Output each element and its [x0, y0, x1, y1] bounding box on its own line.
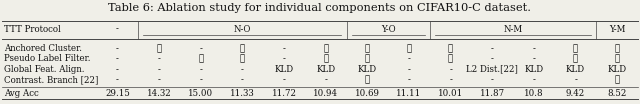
Text: Anchored Cluster.: Anchored Cluster. [4, 44, 82, 53]
Text: -: - [449, 65, 452, 74]
Text: -: - [491, 44, 493, 53]
Text: -: - [116, 25, 119, 34]
Text: -: - [157, 75, 161, 84]
Text: -: - [199, 75, 202, 84]
Text: 15.00: 15.00 [188, 89, 213, 98]
Text: N-O: N-O [234, 25, 251, 34]
Text: ✓: ✓ [365, 44, 370, 53]
Text: 14.32: 14.32 [147, 89, 172, 98]
Text: ✓: ✓ [406, 44, 412, 53]
Text: ✓: ✓ [157, 44, 162, 53]
Text: -: - [199, 44, 202, 53]
Text: -: - [116, 54, 119, 63]
Text: -: - [324, 75, 327, 84]
Text: 10.8: 10.8 [524, 89, 544, 98]
Text: -: - [283, 44, 285, 53]
Text: ✓: ✓ [240, 54, 245, 63]
Text: -: - [532, 75, 536, 84]
Text: ✓: ✓ [614, 44, 620, 53]
Text: Contrast. Branch [22]: Contrast. Branch [22] [4, 75, 98, 84]
Text: 10.69: 10.69 [355, 89, 380, 98]
Text: -: - [241, 65, 244, 74]
Text: -: - [408, 54, 410, 63]
Text: Avg Acc: Avg Acc [4, 89, 38, 98]
Text: KLD: KLD [275, 65, 294, 74]
Text: -: - [574, 75, 577, 84]
Text: KLD: KLD [358, 65, 377, 74]
Text: -: - [491, 75, 493, 84]
Text: ✓: ✓ [614, 75, 620, 84]
Text: Pseudo Label Filter.: Pseudo Label Filter. [4, 54, 90, 63]
Text: -: - [408, 65, 410, 74]
Text: -: - [408, 75, 410, 84]
Text: -: - [116, 44, 119, 53]
Text: 11.87: 11.87 [480, 89, 505, 98]
Text: KLD: KLD [524, 65, 543, 74]
Text: -: - [199, 65, 202, 74]
Text: ✓: ✓ [448, 54, 453, 63]
Text: -: - [157, 54, 161, 63]
Text: L2 Dist.[22]: L2 Dist.[22] [467, 65, 518, 74]
Text: 11.33: 11.33 [230, 89, 255, 98]
Text: ✓: ✓ [240, 44, 245, 53]
Text: -: - [116, 75, 119, 84]
Text: 11.72: 11.72 [271, 89, 296, 98]
Text: -: - [116, 65, 119, 74]
Text: ✓: ✓ [365, 54, 370, 63]
Text: ✓: ✓ [323, 44, 328, 53]
Text: 8.52: 8.52 [607, 89, 627, 98]
Text: -: - [241, 75, 244, 84]
Text: ✓: ✓ [323, 54, 328, 63]
Text: -: - [283, 75, 285, 84]
Text: ✓: ✓ [448, 44, 453, 53]
Text: ✓: ✓ [573, 44, 578, 53]
Text: N-M: N-M [504, 25, 523, 34]
Text: KLD: KLD [566, 65, 585, 74]
Text: ✓: ✓ [365, 75, 370, 84]
Text: -: - [532, 44, 536, 53]
Text: ✓: ✓ [573, 54, 578, 63]
Text: Global Feat. Align.: Global Feat. Align. [4, 65, 84, 74]
Text: KLD: KLD [316, 65, 335, 74]
Text: -: - [449, 75, 452, 84]
Text: Table 6: Ablation study for individual components on CIFAR10-C dataset.: Table 6: Ablation study for individual c… [109, 3, 531, 13]
Text: ✓: ✓ [614, 54, 620, 63]
Text: -: - [532, 54, 536, 63]
Text: Y-O: Y-O [381, 25, 396, 34]
Text: 10.94: 10.94 [313, 89, 338, 98]
Text: 9.42: 9.42 [566, 89, 585, 98]
Text: Y-M: Y-M [609, 25, 625, 34]
Text: -: - [491, 54, 493, 63]
Text: 10.01: 10.01 [438, 89, 463, 98]
Text: 11.11: 11.11 [396, 89, 422, 98]
Text: -: - [157, 65, 161, 74]
Text: -: - [283, 54, 285, 63]
Text: ✓: ✓ [198, 54, 204, 63]
Text: 29.15: 29.15 [105, 89, 130, 98]
Text: KLD: KLD [608, 65, 627, 74]
Text: TTT Protocol: TTT Protocol [4, 25, 61, 34]
